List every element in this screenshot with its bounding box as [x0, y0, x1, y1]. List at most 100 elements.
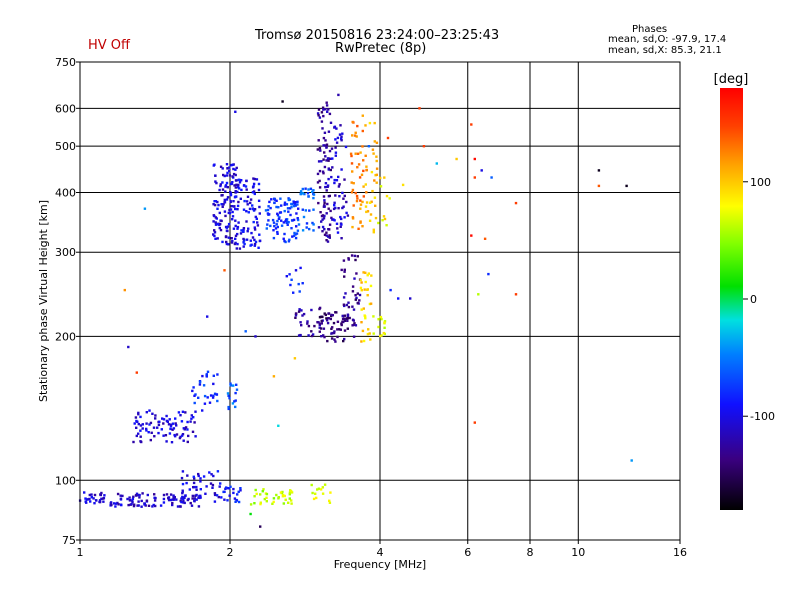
echo-point: [343, 178, 346, 181]
echo-point: [349, 152, 353, 155]
echo-point: [255, 178, 259, 181]
echo-point: [213, 231, 217, 234]
echo-point: [329, 317, 332, 321]
echo-point: [335, 127, 338, 130]
echo-point: [370, 274, 373, 277]
echo-point: [186, 440, 189, 444]
echo-point: [222, 490, 225, 494]
echo-point: [373, 121, 376, 125]
echo-point: [281, 495, 285, 498]
echo-point: [319, 211, 322, 214]
echo-point: [342, 259, 346, 262]
echo-point: [174, 417, 177, 420]
echo-point: [212, 203, 215, 206]
echo-point: [297, 310, 301, 313]
stats-o-mode: mean, sd,O: -97.9, 17.4: [608, 34, 727, 45]
echo-point: [383, 217, 387, 221]
echo-point: [175, 424, 178, 427]
echo-point: [336, 227, 339, 230]
echo-point: [340, 137, 343, 140]
echo-point: [171, 498, 174, 501]
echo-point: [242, 241, 245, 244]
echo-point: [350, 191, 354, 194]
echo-point: [297, 334, 301, 337]
echo-point: [253, 244, 256, 247]
echo-point: [351, 285, 355, 288]
echo-point: [300, 309, 303, 312]
echo-point: [157, 431, 160, 435]
echo-point: [231, 215, 235, 218]
echo-point: [312, 189, 315, 192]
echo-point: [228, 397, 231, 400]
echo-point: [277, 424, 280, 427]
echo-point: [373, 140, 376, 143]
echo-point: [350, 181, 353, 184]
echo-point: [382, 331, 385, 335]
echo-point: [194, 393, 197, 396]
echo-point: [271, 502, 274, 505]
echo-point: [288, 238, 291, 241]
echo-point: [221, 188, 225, 191]
echo-point: [320, 214, 324, 218]
echo-point: [277, 217, 281, 220]
echo-point: [247, 227, 250, 230]
echo-point: [180, 434, 184, 437]
echo-point: [477, 293, 480, 296]
echo-point: [134, 416, 138, 419]
echo-point: [317, 201, 320, 205]
echo-point: [285, 220, 289, 223]
echo-point: [237, 500, 241, 504]
echo-point: [312, 193, 316, 196]
echo-point: [324, 185, 327, 189]
echo-point: [329, 168, 332, 172]
echo-point: [373, 196, 377, 199]
echo-point: [188, 488, 191, 491]
echo-point: [224, 190, 227, 193]
echo-point: [361, 329, 365, 333]
echo-point: [344, 292, 347, 295]
echo-point: [147, 431, 150, 434]
echo-point: [327, 130, 331, 133]
echo-point: [167, 423, 171, 426]
echo-point: [341, 320, 344, 323]
echo-point: [253, 228, 257, 231]
echo-point: [340, 322, 343, 325]
echo-point: [316, 181, 320, 184]
echo-point: [293, 357, 297, 360]
echo-point: [351, 324, 354, 327]
echo-point: [259, 525, 262, 528]
echo-point: [301, 314, 304, 317]
echo-point: [131, 497, 135, 500]
echo-point: [216, 207, 219, 210]
echo-point: [227, 222, 231, 226]
echo-point: [295, 225, 298, 228]
echo-point: [202, 475, 206, 478]
echo-point: [234, 405, 237, 409]
echo-point: [273, 197, 276, 201]
echo-point: [276, 212, 279, 215]
echo-point: [201, 374, 204, 378]
echo-point: [156, 426, 159, 429]
echo-point: [135, 426, 138, 429]
echo-point: [197, 472, 200, 476]
echo-point: [333, 338, 336, 341]
echo-point: [318, 147, 322, 150]
hv-status: HV Off: [88, 38, 130, 53]
echo-point: [264, 209, 268, 212]
echo-point: [383, 326, 386, 329]
echo-point: [276, 214, 280, 217]
echo-point: [257, 182, 261, 186]
echo-point: [116, 501, 119, 505]
echo-point: [290, 278, 293, 281]
echo-point: [483, 237, 487, 240]
echo-point: [214, 223, 218, 226]
echo-point: [331, 326, 334, 329]
echo-point: [181, 433, 185, 436]
echo-point: [169, 427, 172, 431]
echo-point: [345, 200, 348, 204]
echo-point: [235, 383, 238, 386]
echo-point: [229, 382, 232, 385]
echo-point: [228, 208, 231, 212]
echo-point: [85, 501, 88, 504]
echo-point: [171, 422, 175, 425]
